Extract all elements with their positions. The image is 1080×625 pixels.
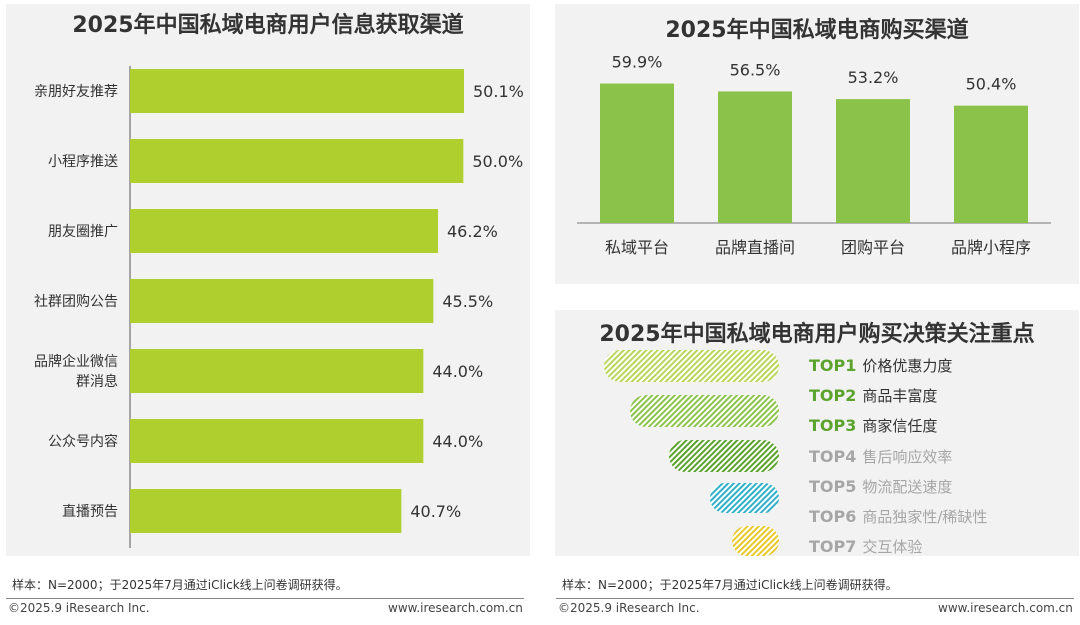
bar-2 [718, 91, 792, 223]
bar-4 [130, 279, 434, 323]
right-copyright: ©2025.9 iResearch Inc. [558, 601, 700, 615]
focus-item-1: TOP1 价格优惠力度 [809, 355, 952, 376]
bar-1 [130, 69, 464, 113]
focus-rank: TOP2 [809, 386, 857, 405]
category-label: 小程序推送 [48, 154, 118, 170]
bar-value-label: 53.2% [848, 68, 899, 87]
category-label: 私域平台 [605, 238, 669, 257]
bar-4 [954, 105, 1028, 223]
focus-item-6: TOP6 商品独家性/稀缺性 [809, 506, 987, 527]
category-label: 亲朋好友推荐 [34, 84, 118, 100]
right-footer-divider [556, 598, 1074, 599]
category-label: 社群团购公告 [34, 294, 118, 310]
funnel-pill-4 [710, 483, 779, 513]
bar-6 [130, 419, 424, 463]
focus-label: 价格优惠力度 [862, 357, 953, 375]
right-website: www.iresearch.com.cn [938, 601, 1073, 615]
purchase-channel-panel: 2025年中国私域电商购买渠道 59.9% 私域平台 56.5% 品牌直播间 53.2%… [555, 4, 1079, 284]
bar-value-label: 40.7% [410, 502, 461, 521]
bar-value-label: 59.9% [612, 53, 663, 72]
purchase-focus-funnel [604, 350, 779, 556]
purchase-focus-panel: 2025年中国私域电商用户购买决策关注重点 TOP1 价格优惠力度 TOP2 商品丰富… [555, 310, 1079, 556]
category-label: 品牌直播间 [715, 238, 795, 257]
category-label: 团购平台 [841, 238, 905, 257]
funnel-pill-1 [604, 350, 779, 382]
right-sample-note: 样本：N=2000；于2025年7月通过iClick线上问卷调研获得。 [562, 578, 898, 592]
category-label: 直播预告 [62, 503, 118, 520]
purchase-channel-bar-chart: 59.9% 私域平台 56.5% 品牌直播间 53.2% 团购平台 50.4% 品牌小程序 [577, 53, 1051, 257]
left-copyright: ©2025.9 iResearch Inc. [8, 601, 150, 615]
category-label: 品牌小程序 [951, 238, 1031, 257]
category-label: 群消息 [76, 373, 118, 390]
category-label: 朋友圈推广 [48, 224, 118, 240]
info-channel-chart-title: 2025年中国私域电商用户信息获取渠道 [72, 13, 464, 38]
focus-label: 交互体验 [862, 538, 923, 556]
bar-7 [130, 489, 402, 533]
focus-item-4: TOP4 售后响应效率 [809, 446, 952, 467]
bar-2 [130, 139, 464, 183]
focus-item-2: TOP2 商品丰富度 [809, 385, 937, 406]
focus-label: 物流配送速度 [862, 478, 953, 496]
bar-1 [600, 83, 674, 223]
focus-rank: TOP1 [809, 356, 857, 375]
purchase-channel-chart-title: 2025年中国私域电商购买渠道 [665, 18, 969, 43]
left-footer-divider [6, 598, 524, 599]
bar-value-label: 46.2% [447, 222, 498, 241]
focus-item-7: TOP7 交互体验 [809, 536, 922, 557]
focus-rank: TOP3 [809, 416, 857, 435]
bar-value-label: 56.5% [730, 60, 781, 79]
category-label: 品牌企业微信 [34, 353, 118, 370]
bar-value-label: 44.0% [432, 362, 483, 381]
bar-value-label: 50.0% [472, 152, 523, 171]
focus-item-5: TOP5 物流配送速度 [809, 476, 952, 497]
focus-rank: TOP6 [809, 507, 857, 526]
category-label: 公众号内容 [48, 433, 118, 450]
focus-label: 商品独家性/稀缺性 [862, 508, 988, 526]
info-channel-panel: 2025年中国私域电商用户信息获取渠道 50.1% 亲朋好友推荐 50.0% 小程序推… [6, 4, 530, 556]
focus-item-3: TOP3 商家信任度 [809, 415, 937, 436]
focus-label: 商品丰富度 [862, 387, 938, 405]
bar-value-label: 50.4% [966, 75, 1017, 94]
bar-3 [130, 209, 438, 253]
purchase-focus-title: 2025年中国私域电商用户购买决策关注重点 [599, 322, 1035, 347]
info-channel-bar-chart: 50.1% 亲朋好友推荐 50.0% 小程序推送 46.2% 朋友圈推广 45.5% 社群团购… [34, 66, 524, 548]
bar-value-label: 45.5% [442, 292, 493, 311]
left-website: www.iresearch.com.cn [388, 601, 523, 615]
focus-rank: TOP4 [809, 447, 857, 466]
focus-label: 商家信任度 [862, 417, 938, 435]
bar-3 [836, 99, 910, 223]
left-sample-note: 样本：N=2000；于2025年7月通过iClick线上问卷调研获得。 [12, 578, 348, 592]
focus-rank: TOP7 [809, 537, 857, 556]
bar-value-label: 50.1% [473, 82, 524, 101]
funnel-pill-2 [630, 395, 779, 427]
bar-5 [130, 349, 424, 393]
focus-rank: TOP5 [809, 477, 857, 496]
bar-value-label: 44.0% [432, 432, 483, 451]
funnel-pill-5 [732, 526, 779, 556]
focus-label: 售后响应效率 [862, 448, 953, 466]
funnel-pill-3 [669, 440, 779, 472]
